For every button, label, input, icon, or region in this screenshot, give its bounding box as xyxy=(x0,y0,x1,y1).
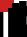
Text: E83: E83 xyxy=(0,0,15,37)
Text: K257+ retinal: K257+ retinal xyxy=(0,0,6,37)
Text: H265: H265 xyxy=(0,0,11,37)
Text: E82: E82 xyxy=(3,9,27,37)
FancyBboxPatch shape xyxy=(0,0,12,11)
Text: H265: H265 xyxy=(5,1,27,37)
Text: E82: E82 xyxy=(0,0,11,37)
Text: H134: H134 xyxy=(0,0,5,37)
Polygon shape xyxy=(4,5,5,6)
Text: E90: E90 xyxy=(0,0,14,37)
Text: E83: E83 xyxy=(7,4,27,37)
Polygon shape xyxy=(12,18,14,20)
Text: H134: H134 xyxy=(1,6,27,37)
Polygon shape xyxy=(6,20,7,21)
Polygon shape xyxy=(2,7,3,8)
Text: R268: R268 xyxy=(0,0,7,37)
